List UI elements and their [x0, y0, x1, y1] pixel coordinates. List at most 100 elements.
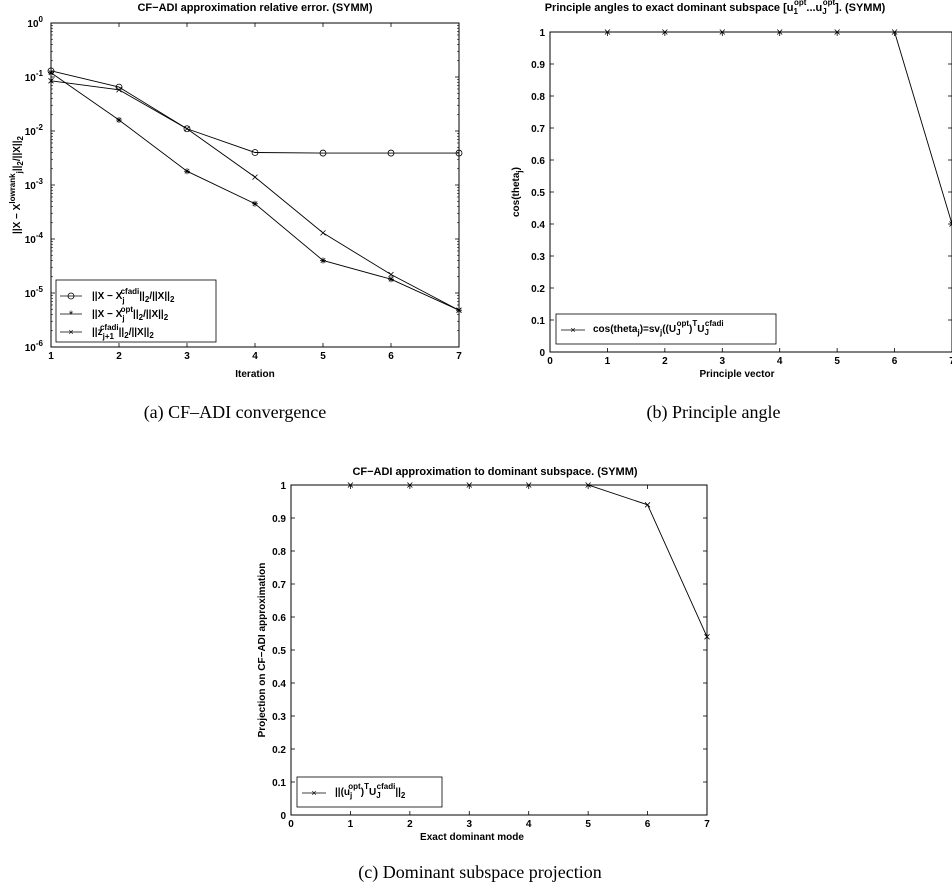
y-tick-label: 10-3 [25, 177, 44, 192]
chart-b-legend-entry: cos(thetaj)=svj((UJopt)TUJcfadi [593, 319, 724, 337]
caption-b: (b) Principle angle [646, 402, 781, 422]
y-tick-label: 100 [27, 15, 43, 30]
chart-b-yticks: 0 0.1 0.2 0.3 0.4 0.5 0.6 0.7 0.8 0.9 1 [531, 28, 952, 359]
data-point [456, 307, 462, 313]
y-tick-label: 0.2 [272, 745, 286, 756]
caption-a: (a) CF–ADI convergence [143, 402, 327, 422]
x-tick-label: 2 [116, 351, 122, 362]
chart-c-xlabel: Exact dominant mode [420, 832, 524, 843]
data-point [455, 149, 463, 157]
legend-x-marker: × [311, 788, 316, 798]
y-tick-label: 0.5 [531, 188, 545, 199]
data-point [184, 168, 190, 175]
legend-x-marker: × [68, 327, 73, 337]
data-point [662, 29, 668, 35]
data-point [644, 502, 651, 508]
y-tick-label: 0.7 [531, 124, 545, 135]
y-tick-label: 0.6 [272, 613, 286, 624]
chart-a-series [47, 67, 463, 314]
chart-a-legend-z: ||zj+1cfadi||2/||X||2 [92, 323, 154, 341]
chart-a-xticks: 1 2 3 4 5 6 7 [48, 23, 462, 362]
data-point [319, 149, 327, 157]
y-tick-label: 0.7 [272, 580, 286, 591]
chart-b: Principle angles to exact dominant subsp… [511, 0, 952, 380]
data-point [719, 29, 726, 35]
series-line-0 [350, 484, 708, 637]
y-tick-label: 1 [280, 481, 286, 492]
chart-b-axes-box [549, 31, 952, 353]
legend-x-marker: × [570, 325, 575, 335]
data-point [116, 86, 122, 93]
y-tick-label: 10-5 [25, 285, 44, 300]
x-tick-label: 1 [48, 351, 54, 362]
data-point [585, 482, 591, 488]
chart-b-legend: × cos(thetaj)=svj((UJopt)TUJcfadi [555, 313, 777, 345]
chart-c-series [347, 482, 710, 640]
data-point [320, 230, 326, 236]
chart-c-title: CF−ADI approximation to dominant subspac… [352, 466, 637, 478]
x-tick-label: 6 [388, 351, 394, 362]
series-line-0 [50, 70, 459, 154]
data-point [407, 482, 413, 488]
data-point [834, 29, 840, 35]
chart-c-legend: × ||(ujopt)TUJcfadi||2 [296, 776, 443, 808]
x-tick-label: 7 [704, 819, 710, 830]
data-point [388, 276, 394, 283]
y-tick-label: 0.1 [531, 316, 545, 327]
y-tick-label: 0.9 [531, 60, 545, 71]
y-tick-label: 0.4 [272, 679, 286, 690]
data-point [949, 221, 952, 227]
chart-c-xticks: 0 1 2 3 4 5 6 7 [288, 485, 710, 830]
x-tick-label: 5 [834, 356, 840, 367]
y-tick-label: 0.9 [272, 514, 286, 525]
x-tick-label: 5 [585, 819, 591, 830]
y-tick-label: 0.3 [272, 712, 286, 723]
y-tick-label: 0.5 [272, 646, 286, 657]
x-tick-label: 4 [777, 356, 783, 367]
series-line-0 [607, 31, 952, 225]
x-tick-label: 5 [320, 351, 326, 362]
chart-b-xticks: 0 1 2 3 4 5 6 7 [547, 32, 952, 367]
data-point [320, 257, 326, 264]
x-tick-label: 3 [184, 351, 190, 362]
x-tick-label: 6 [645, 819, 651, 830]
y-tick-label: 0.2 [531, 284, 545, 295]
data-point [251, 149, 259, 156]
data-point [116, 116, 122, 123]
data-point [776, 29, 783, 35]
x-tick-label: 7 [949, 356, 952, 367]
y-tick-label: 10-2 [25, 123, 44, 138]
data-point [604, 29, 611, 35]
data-point [387, 149, 395, 157]
x-tick-label: 0 [288, 819, 294, 830]
y-tick-label: 0.8 [531, 92, 545, 103]
caption-c: (c) Dominant subspace projection [358, 862, 602, 882]
y-tick-label: 1 [539, 28, 545, 39]
data-point [252, 174, 258, 180]
y-tick-label: 0 [280, 811, 286, 822]
chart-a-yticks: 10-6 10-5 10-4 10-3 10-2 10-1 100 [25, 15, 459, 354]
data-point [347, 482, 354, 488]
y-tick-label: 10-1 [25, 69, 44, 84]
y-tick-label: 0.6 [531, 156, 545, 167]
chart-c: CF−ADI approximation to dominant subspac… [257, 466, 710, 843]
chart-c-axes-box [290, 484, 708, 816]
data-point [183, 125, 191, 133]
x-tick-label: 6 [892, 356, 898, 367]
chart-a-ylabel: ||X − Xlowrankj||2/||X||2 [8, 135, 25, 234]
chart-a-xlabel: Iteration [235, 369, 274, 380]
x-tick-label: 0 [547, 356, 553, 367]
x-tick-label: 1 [348, 819, 354, 830]
data-point [252, 200, 258, 207]
x-tick-label: 7 [456, 351, 462, 362]
x-tick-label: 2 [662, 356, 668, 367]
y-tick-label: 0.4 [531, 220, 545, 231]
x-tick-label: 4 [526, 819, 532, 830]
series-line-1 [50, 72, 460, 311]
x-tick-label: 4 [252, 351, 258, 362]
legend-circle-marker [67, 292, 75, 300]
y-tick-label: 0.1 [272, 778, 286, 789]
x-tick-label: 2 [407, 819, 413, 830]
y-tick-label: 0 [539, 348, 545, 359]
data-point [388, 271, 394, 278]
